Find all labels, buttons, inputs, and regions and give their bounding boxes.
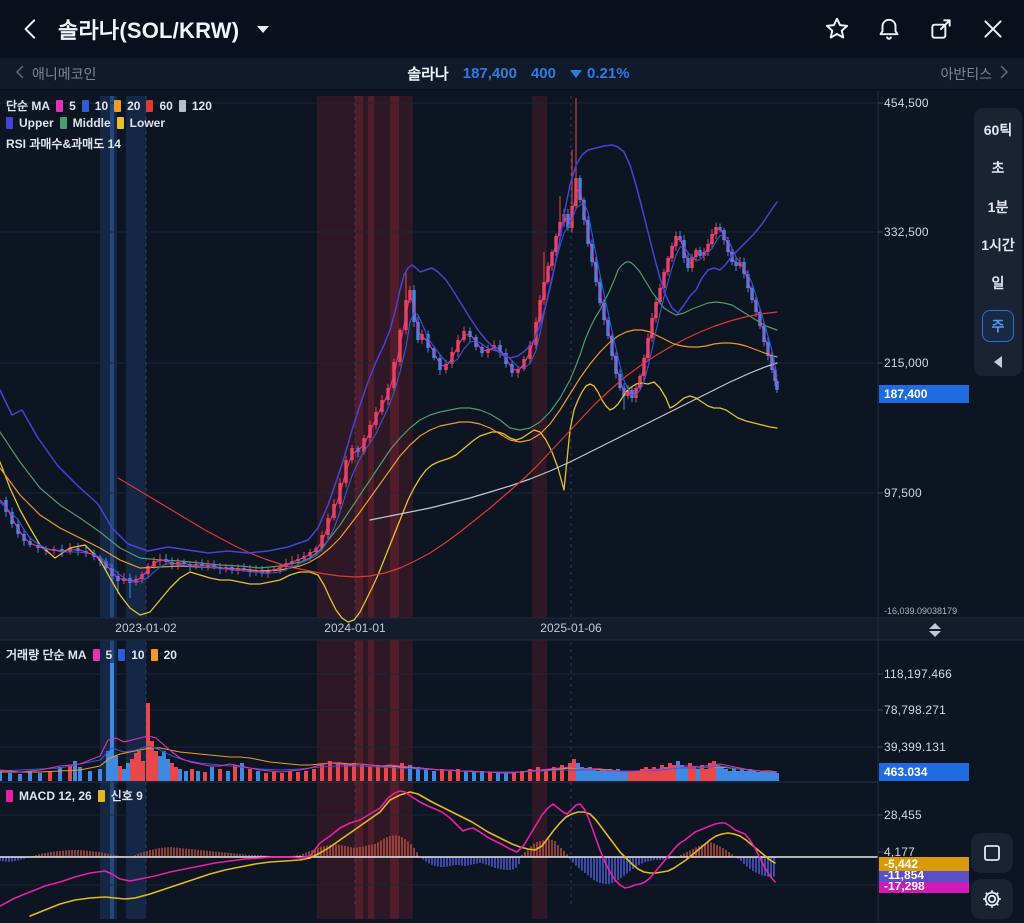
legend-ma[interactable]: 단순 MA 5 10 20 60 120 [6,98,212,114]
prev-coin-nav[interactable]: 애니메코인 [14,64,96,84]
date-axis-label: 2025-01-06 [540,621,602,635]
price-axis-label: 97,500 [884,486,922,500]
app-header: 솔라나(SOL/KRW) [0,0,1024,58]
back-button[interactable] [18,16,44,42]
price-axis-label: 332,500 [884,225,929,239]
notification-bell-icon[interactable] [876,16,902,42]
macd-swatch [6,789,13,802]
signal-swatch [97,789,105,802]
prev-coin-label: 애니메코인 [32,65,97,82]
macd-line-badge: -17,298 [879,880,969,893]
coin-name: 솔라나 [407,66,449,83]
fullscreen-button[interactable] [971,833,1013,873]
ma5-swatch [56,99,64,112]
date-axis-label: 2023-01-02 [115,621,177,635]
date-axis-label: 2024-01-01 [324,621,386,635]
share-icon[interactable] [928,16,954,42]
next-coin-label: 아반티스 [940,65,992,82]
current-ticker: 솔라나 187,400 400 0.21% [407,63,629,84]
volma20-swatch [150,648,158,661]
collapse-panel-arrow[interactable] [994,355,1002,368]
settings-button[interactable] [971,879,1013,919]
coin-price: 187,400 [462,65,517,82]
chart-area: 단순 MA 5 10 20 60 120 Upper Middle Lower … [0,90,1024,923]
volume-axis-label: 78,798.271 [884,703,947,717]
timeframe-1min[interactable]: 1분 [987,198,1009,215]
volma5-swatch [92,648,100,661]
next-coin-nav[interactable]: 아반티스 [940,64,1010,84]
timeframe-60tick[interactable]: 60틱 [983,122,1013,138]
timeframe-day[interactable]: 일 [991,275,1005,292]
timeframe-second[interactable]: 초 [991,160,1005,177]
current-price-badge: 187,400 [879,385,969,403]
ticker-bar: 애니메코인 솔라나 187,400 400 0.21% 아반티스 [0,58,1024,90]
macd-signal-badge: -5,442 [879,857,969,871]
change-amount: 400 [530,65,556,82]
volume-axis-label: 39,399.131 [884,740,947,754]
ma120-swatch [178,99,186,112]
bb-upper-swatch [6,117,13,129]
price-axis-label: 215,000 [884,356,929,370]
price-axis-min-note: -16,039.09038179 [884,606,958,616]
chevron-left-icon [14,65,26,82]
pair-title[interactable]: 솔라나(SOL/KRW) [58,18,240,43]
down-triangle-icon [570,70,582,78]
legend-rsi[interactable]: RSI 과매수&과매도 14 [6,137,121,151]
timeframe-week-selected[interactable]: 주 [981,309,1015,342]
change-percent: 0.21% [570,65,630,82]
legend-volume[interactable]: 거래량 단순 MA 5 10 20 [6,647,177,663]
bb-middle-swatch [59,117,67,129]
timeframe-1hour[interactable]: 1시간 [981,236,1015,253]
legend-ma-title: 단순 MA [6,99,51,113]
bb-lower-swatch [116,117,124,129]
square-icon [984,845,1000,861]
favorite-star-icon[interactable] [824,16,850,42]
chart-canvas[interactable] [0,90,1024,923]
chevron-right-icon [998,65,1010,82]
volume-axis-label: 118,197.466 [884,667,953,681]
ma20-swatch [114,99,122,112]
legend-macd[interactable]: MACD 12, 26 신호 9 [6,787,143,804]
price-axis-label: 454,500 [884,96,929,110]
macd-axis-label: 28,455 [884,808,922,822]
pane-resize-handle[interactable] [929,623,941,637]
ma10-swatch [81,99,89,112]
pair-dropdown-caret[interactable] [257,25,270,33]
ma60-swatch [146,99,154,112]
close-icon[interactable] [980,16,1006,42]
macd-axis-label: 4,177 [884,845,916,859]
timeframe-panel: 60틱 초 1분 1시간 일 주 [974,108,1022,376]
volma10-swatch [118,648,126,661]
gear-icon [983,890,1001,908]
legend-bollinger[interactable]: Upper Middle Lower [6,116,165,130]
current-volume-badge: 463.034 [879,763,969,781]
macd-hist-badge: -11,854 [879,869,969,882]
